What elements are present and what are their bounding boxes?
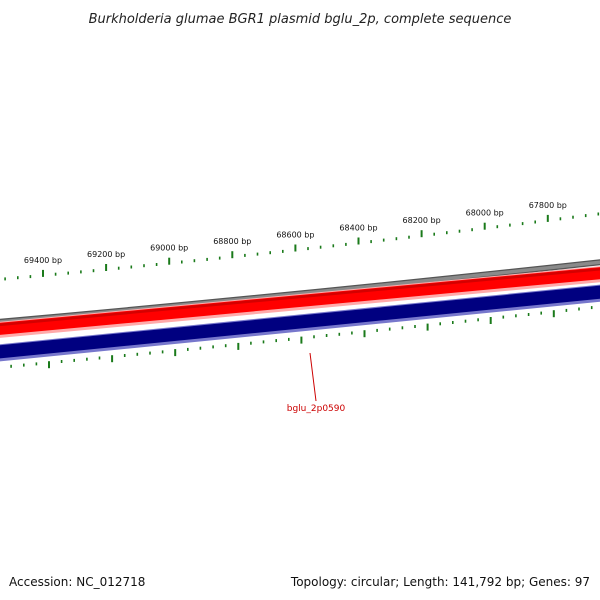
ruler-label: 68800 bp — [213, 237, 251, 246]
forward-strand-track — [0, 266, 600, 338]
ruler-label: 69400 bp — [24, 256, 62, 265]
ruler-label: 68400 bp — [339, 224, 377, 233]
gene-callout-line — [309, 352, 317, 402]
ruler-label: 69000 bp — [150, 244, 188, 253]
reverse-strand-track — [0, 284, 600, 362]
outer-ruler-ticks — [4, 212, 600, 281]
ruler-label: 68000 bp — [466, 209, 504, 218]
ruler-label: 68600 bp — [276, 231, 314, 240]
gene-label-group: bglu_2p0590 — [287, 352, 346, 414]
gene-label-bglu-2p0590[interactable]: bglu_2p0590 — [287, 404, 346, 414]
ruler-label: 67800 bp — [529, 201, 567, 210]
ruler-label: 68200 bp — [403, 216, 441, 225]
map-title: Burkholderia glumae BGR1 plasmid bglu_2p… — [89, 12, 512, 27]
topology-summary-text: Topology: circular; Length: 141,792 bp; … — [290, 575, 590, 589]
inner-ruler-ticks — [10, 306, 593, 369]
accession-text: Accession: NC_012718 — [9, 575, 145, 589]
outer-ruler-labels: 69400 bp 69200 bp 69000 bp 68800 bp 68600 bp… — [24, 201, 567, 265]
ruler-label: 69200 bp — [87, 250, 125, 259]
